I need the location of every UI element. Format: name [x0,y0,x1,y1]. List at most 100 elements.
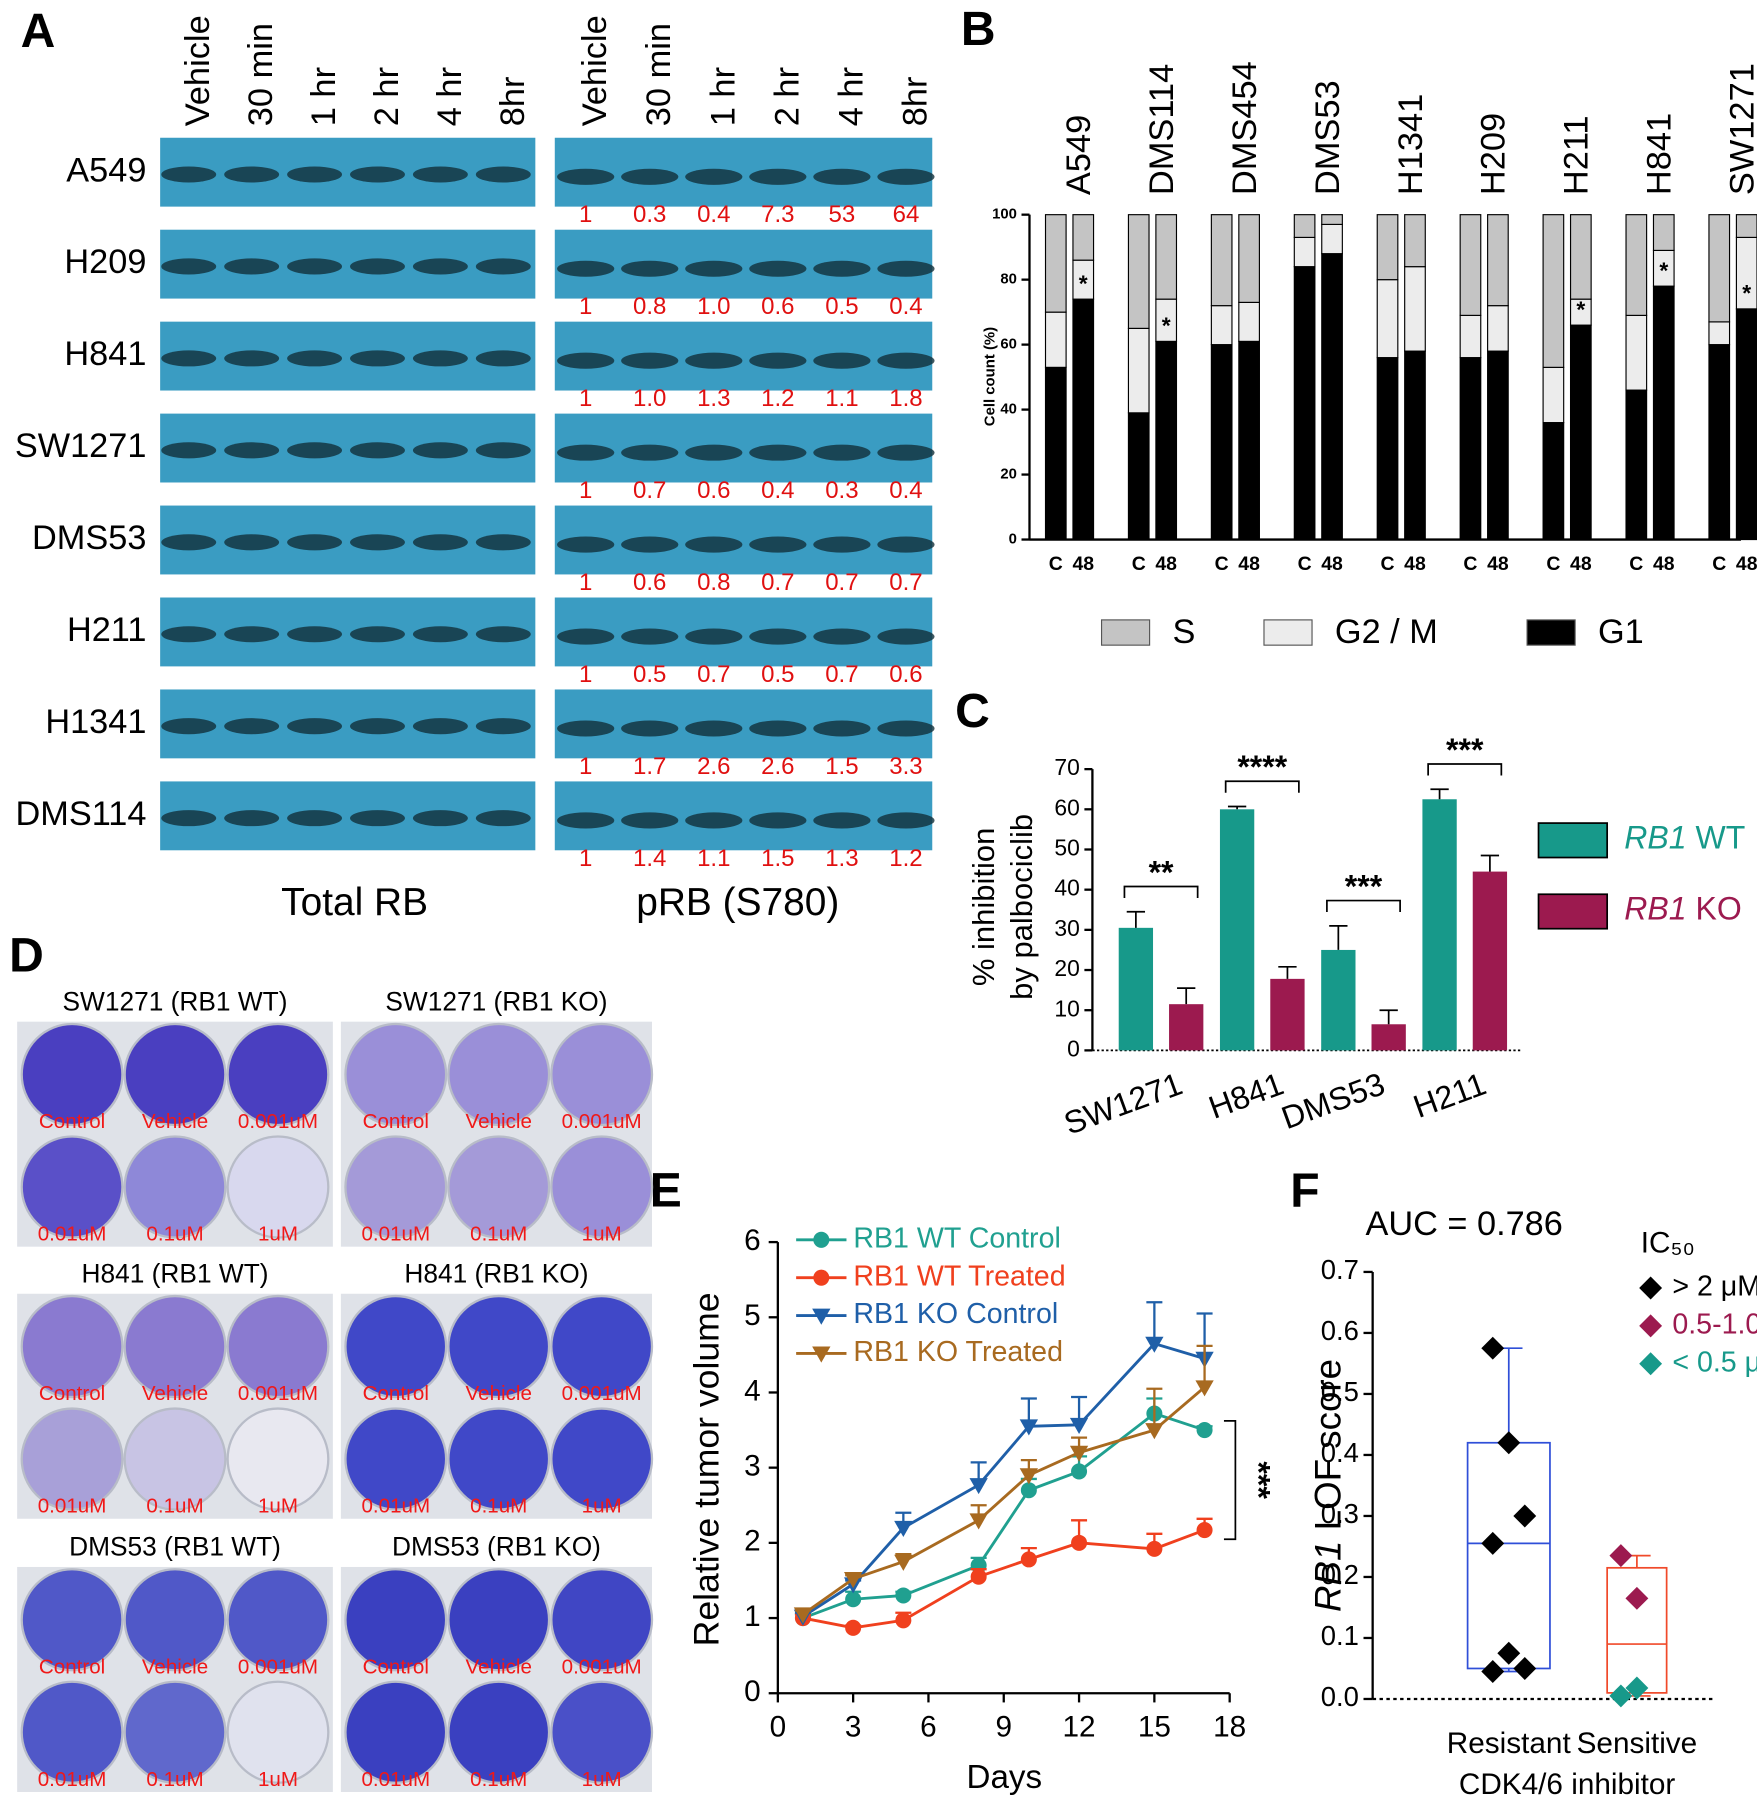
band [412,258,468,275]
x-tick-label: 9 [995,1711,1012,1744]
marker [894,1554,913,1571]
bar [1472,871,1508,1051]
significance: * [1659,257,1668,283]
band [685,812,743,829]
quant-value: 1.5 [825,753,858,780]
band [287,350,343,367]
plain-part: KO [1687,891,1742,927]
quant-value: 0.6 [761,293,794,320]
band [685,536,743,553]
band [350,258,405,275]
quant-value: 1 [579,569,592,596]
band [475,350,531,367]
y-tick-label: 0.1 [1321,1620,1359,1651]
band [412,810,468,827]
group-label: H209 [1475,113,1513,195]
significance: **** [1237,749,1287,785]
cell-line-label: H1341 [45,703,146,741]
band [621,628,679,645]
marker [1196,1422,1213,1439]
italic-part: RB1 [1624,891,1686,927]
marker [969,1513,988,1530]
band [224,626,280,643]
y-axis-label: Cell count (%) [983,327,999,426]
band [350,166,405,183]
legend-label: RB1 WT Treated [853,1260,1065,1292]
marker [843,1572,863,1589]
bar-segment [1072,214,1095,261]
quant-value: 0.3 [825,477,858,504]
bar-label: C [1215,553,1229,575]
point [1639,1352,1663,1376]
bar-segment [1487,305,1509,352]
band [224,718,280,735]
cell-line-label: DMS53 [32,519,146,557]
quant-value: 0.8 [633,293,666,320]
y-tick-label: 0.6 [1321,1315,1359,1346]
bar-segment [1321,223,1343,255]
x-axis-label: CDK4/6 inhibitor [1459,1768,1676,1800]
bar [1422,799,1457,1051]
well [550,1680,654,1784]
band [475,166,531,183]
bar-segment [1625,214,1648,316]
band [877,444,935,461]
bar-segment [1293,266,1316,541]
bar-label: 48 [1736,553,1757,575]
bar [1118,927,1154,1051]
lane-label: 8hr [897,77,935,127]
error-bar [1177,987,1196,1005]
blot-phospho [554,321,933,391]
panel-letter: F [1290,1164,1319,1218]
band [813,812,871,829]
band [877,260,935,277]
well-label: 1uM [258,1223,298,1246]
quant-value: 53 [829,201,856,228]
band [287,166,343,183]
band [161,442,217,459]
series-line [802,1386,1206,1616]
legend-label: S [1172,613,1195,651]
y-axis-label: % inhibition [966,828,1001,986]
legend-label: G2 / M [1335,613,1438,651]
bar-segment [1652,285,1675,541]
bar-segment [1155,214,1178,300]
marker [1020,1482,1037,1499]
quant-value: 0.4 [889,477,922,504]
blot-phospho [554,413,933,483]
band [877,720,935,737]
error-bar [1329,924,1348,950]
chart-title: AUC = 0.786 [1365,1205,1562,1243]
bar-segment [1238,214,1260,303]
quant-value: 1.1 [825,385,858,412]
x-tick-label: H841 [1204,1065,1288,1125]
blot-total [160,137,536,207]
band [350,442,405,459]
bar-segment [1404,214,1426,268]
quant-value: 0.5 [761,661,794,688]
well [447,1135,551,1239]
bar-segment [1376,214,1399,281]
bar-label: 48 [1404,553,1426,575]
bar-segment [1210,214,1233,307]
lane-label: 4 hr [431,67,469,126]
plate-title: SW1271 (RB1 KO) [385,986,607,1016]
series-line [802,1411,1206,1620]
legend-label: > 2 μM [1672,1271,1757,1303]
band [877,628,935,645]
significance: *** [1345,869,1383,905]
well-label: 0.1uM [146,1768,203,1791]
blot-phospho [554,229,933,299]
group-label: H1341 [1392,94,1430,195]
quant-value: 1 [579,753,592,780]
well-label: 0.1uM [470,1223,527,1246]
well-label: 1uM [258,1495,298,1518]
blot-total [160,781,536,851]
bar-segment [1238,301,1260,342]
quant-value: 1.4 [633,845,666,872]
well-label: Control [363,1382,429,1405]
legend-label: RB1 KO [1624,891,1741,927]
marker [894,1520,913,1538]
x-tick-label: 3 [845,1711,862,1744]
band [557,260,615,277]
